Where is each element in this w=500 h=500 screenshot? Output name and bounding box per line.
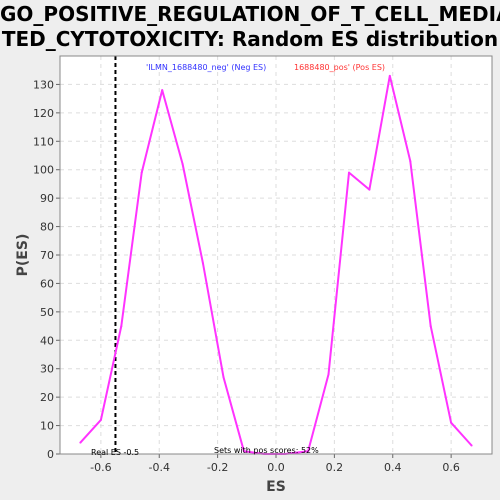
data-point (202, 262, 204, 265)
x-axis-title: ES (266, 479, 286, 495)
data-point (409, 160, 412, 163)
data-point (181, 163, 184, 165)
y-tick-label: 60 (40, 277, 54, 290)
data-point (140, 171, 143, 174)
data-point (327, 373, 330, 376)
axes: -0.6 -0.4 -0.2 0.0 0.2 0.4 0.6 0 10 20 30 40 50 60 70 8… (33, 55, 493, 474)
x-tick-label: 0.2 (326, 461, 344, 474)
x-tick-label: -0.2 (207, 461, 228, 474)
y-tick-label: 130 (33, 78, 54, 91)
y-tick-label: 40 (40, 334, 54, 347)
data-point (307, 450, 310, 453)
y-tick-label: 30 (40, 363, 54, 376)
data-point (450, 421, 453, 424)
data-point (388, 74, 391, 77)
y-tick-label: 20 (40, 391, 54, 404)
y-tick-label: 50 (40, 306, 54, 319)
data-point (99, 418, 102, 421)
legend-pos-label: 1688480_pos' (Pos ES) (294, 63, 385, 72)
y-tick-label: 100 (33, 164, 54, 177)
x-tick-label: 0.6 (442, 461, 460, 474)
data-point (120, 325, 123, 328)
chart-title-line-2: TED_CYTOTOXICITY: Random ES distribution (1, 27, 499, 51)
data-point (222, 376, 225, 379)
data-point (429, 325, 432, 328)
chart-title: GO_POSITIVE_REGULATION_OF_T_CELL_MEDIA T… (0, 2, 500, 52)
y-tick-label: 80 (40, 221, 54, 234)
x-tick-label: 0.0 (267, 461, 285, 474)
data-point (368, 188, 371, 191)
x-tick-label: -0.4 (149, 461, 170, 474)
data-point (161, 89, 164, 92)
data-point (242, 450, 245, 453)
plot-border (59, 55, 493, 455)
x-tick-label: 0.4 (384, 461, 402, 474)
pos-scores-annotation: Sets with pos scores: 52% (214, 446, 319, 455)
y-tick-label: 120 (33, 107, 54, 120)
data-point (470, 444, 473, 447)
chart-title-line-1: GO_POSITIVE_REGULATION_OF_T_CELL_MEDIA (0, 2, 500, 26)
y-axis-title: P(ES) (15, 234, 31, 277)
data-point (348, 171, 350, 174)
y-tick-label: 0 (47, 448, 54, 461)
y-tick-label: 70 (40, 249, 54, 262)
legend-neg-label: 'ILMN_1688480_neg' (Neg ES) (146, 63, 266, 72)
y-tick-label: 10 (40, 420, 54, 433)
legend: 'ILMN_1688480_neg' (Neg ES) 1688480_pos'… (146, 63, 385, 72)
y-tick-label: 110 (33, 135, 54, 148)
real-es-annotation: Real ES -0.5 (91, 448, 139, 457)
data-point (79, 441, 82, 444)
y-tick-label: 90 (40, 192, 54, 205)
x-tick-label: -0.6 (90, 461, 111, 474)
